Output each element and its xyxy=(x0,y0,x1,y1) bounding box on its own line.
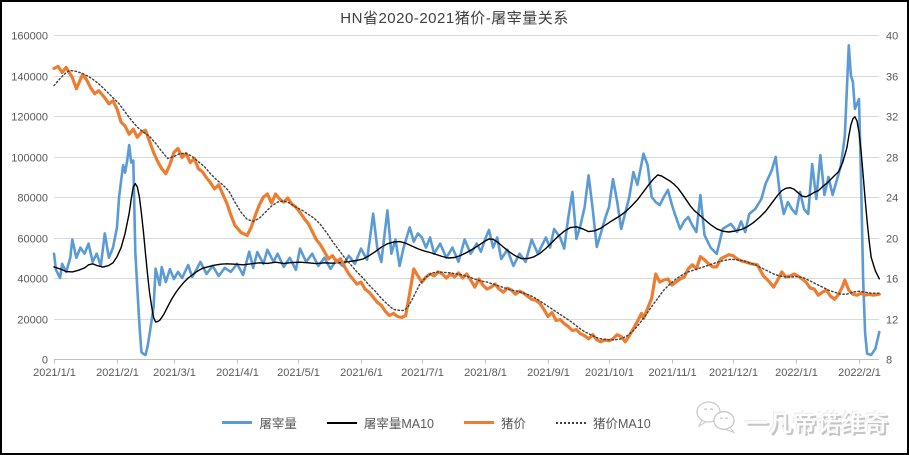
svg-text:2022/1/1: 2022/1/1 xyxy=(775,367,818,379)
svg-text:2021/1/1: 2021/1/1 xyxy=(33,367,76,379)
wechat-chat-bubbles-icon xyxy=(694,399,740,442)
legend-label: 猪价 xyxy=(501,417,527,431)
svg-text:160000: 160000 xyxy=(11,31,48,43)
legend-item-price: 猪价 xyxy=(464,413,526,432)
svg-text:2021/5/1: 2021/5/1 xyxy=(277,367,320,379)
svg-text:2021/4/1: 2021/4/1 xyxy=(216,367,259,379)
svg-text:80000: 80000 xyxy=(17,193,48,205)
svg-text:2021/2/1: 2021/2/1 xyxy=(96,367,139,379)
svg-text:120000: 120000 xyxy=(11,112,48,124)
svg-text:20000: 20000 xyxy=(17,315,48,327)
svg-text:2021/9/1: 2021/9/1 xyxy=(527,367,570,379)
svg-text:2021/10/1: 2021/10/1 xyxy=(585,367,634,379)
watermark: 一凡帝诺维奇 xyxy=(694,399,889,442)
svg-text:140000: 140000 xyxy=(11,72,48,84)
legend-label: 屠宰量 xyxy=(259,417,297,431)
svg-text:36: 36 xyxy=(886,72,898,84)
svg-text:12: 12 xyxy=(886,315,898,327)
price-line-swatch xyxy=(464,420,494,425)
svg-text:16: 16 xyxy=(886,274,898,286)
svg-text:32: 32 xyxy=(886,112,898,124)
svg-text:2021/7/1: 2021/7/1 xyxy=(401,367,444,379)
svg-text:2021/12/1: 2021/12/1 xyxy=(709,367,758,379)
svg-text:0: 0 xyxy=(42,355,48,367)
svg-text:40: 40 xyxy=(886,31,898,43)
svg-text:2021/6/1: 2021/6/1 xyxy=(340,367,383,379)
svg-text:28: 28 xyxy=(886,153,898,165)
svg-text:2021/3/1: 2021/3/1 xyxy=(153,367,196,379)
chart-title: HN省2020-2021猪价-屠宰量关系 xyxy=(340,10,569,27)
svg-text:2022/2/1: 2022/2/1 xyxy=(838,367,881,379)
svg-text:100000: 100000 xyxy=(11,153,48,165)
legend-label: 猪价MA10 xyxy=(593,417,651,431)
chart-legend: 屠宰量 屠宰量MA10 猪价 猪价MA10 xyxy=(2,413,889,432)
legend-item-slaughter-ma10: 屠宰量MA10 xyxy=(326,413,434,432)
svg-text:8: 8 xyxy=(886,355,892,367)
svg-text:2021/11/1: 2021/11/1 xyxy=(648,367,696,379)
legend-label: 屠宰量MA10 xyxy=(363,417,434,431)
watermark-text: 一凡帝诺维奇 xyxy=(745,409,889,436)
legend-item-price-ma10: 猪价MA10 xyxy=(556,413,651,432)
legend-item-slaughter: 屠宰量 xyxy=(222,413,297,432)
slaughter-ma10-line-swatch xyxy=(326,421,357,424)
svg-text:60000: 60000 xyxy=(17,234,48,246)
slaughter-line-swatch xyxy=(222,420,253,425)
svg-text:2021/8/1: 2021/8/1 xyxy=(464,367,507,379)
svg-text:24: 24 xyxy=(886,193,898,205)
price-ma10-line-swatch xyxy=(556,421,587,424)
svg-text:40000: 40000 xyxy=(17,274,48,286)
svg-text:20: 20 xyxy=(886,234,898,246)
